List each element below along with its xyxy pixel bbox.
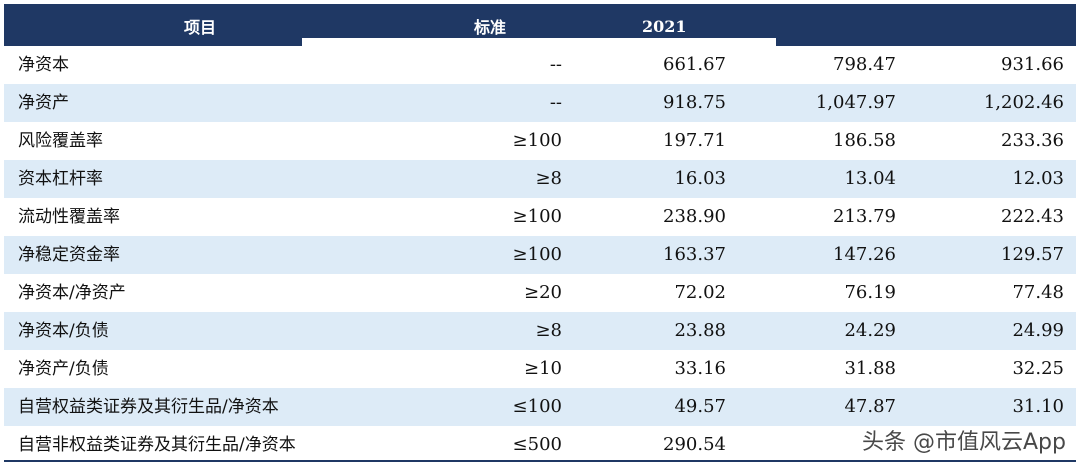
row-standard: ≥100 (512, 206, 562, 227)
row-value-3: 77.48 (1012, 282, 1064, 303)
row-standard: ≥100 (512, 244, 562, 265)
header-notch (302, 38, 776, 46)
row-name: 风险覆盖率 (18, 131, 103, 151)
table-row: 自营权益类证券及其衍生品/净资本 ≤100 49.57 47.87 31.10 (4, 388, 1076, 426)
row-name: 自营非权益类证券及其衍生品/净资本 (18, 435, 296, 455)
row-value-2: 147.26 (833, 244, 896, 265)
row-name: 净稳定资金率 (18, 245, 120, 265)
row-value-2: 798.47 (833, 54, 896, 75)
row-value-3: 931.66 (1001, 54, 1064, 75)
row-value-1: 16.03 (674, 168, 726, 189)
row-value-2: 13.04 (844, 168, 896, 189)
table-row: 资本杠杆率 ≥8 16.03 13.04 12.03 (4, 160, 1076, 198)
row-value-3: 12.03 (1012, 168, 1064, 189)
row-standard: -- (549, 54, 562, 75)
row-value-1: 661.67 (663, 54, 726, 75)
header-item: 项目 (184, 18, 217, 37)
row-value-3: 222.43 (1001, 206, 1064, 227)
row-standard: ≥8 (535, 168, 562, 189)
row-name: 流动性覆盖率 (18, 207, 120, 227)
table-row: 净稳定资金率 ≥100 163.37 147.26 129.57 (4, 236, 1076, 274)
row-standard: -- (549, 92, 562, 113)
row-name: 净资本/负债 (18, 321, 109, 341)
data-table: 净资本 -- 661.67 798.47 931.66 净资产 -- 918.7… (4, 46, 1076, 464)
row-value-1: 197.71 (663, 130, 726, 151)
row-value-1: 290.54 (663, 434, 726, 455)
row-value-2: 1,047.97 (815, 92, 896, 113)
table-bottom-border (4, 460, 1076, 462)
row-standard: ≥8 (535, 320, 562, 341)
row-name: 净资本/净资产 (18, 283, 126, 303)
row-standard: ≥100 (512, 130, 562, 151)
header-standard: 标准 (474, 18, 507, 37)
row-value-3: 31.10 (1012, 396, 1064, 417)
row-name: 净资本 (18, 55, 69, 75)
table-row: 自营非权益类证券及其衍生品/净资本 ≤500 290.54 (4, 426, 1076, 464)
row-value-2: 76.19 (844, 282, 896, 303)
row-value-2: 24.29 (844, 320, 896, 341)
watermark: 头条 @市值风云App (862, 430, 1066, 455)
row-name: 自营权益类证券及其衍生品/净资本 (18, 397, 279, 417)
row-standard: ≥20 (524, 282, 562, 303)
row-value-1: 163.37 (663, 244, 726, 265)
row-value-1: 33.16 (674, 358, 726, 379)
row-standard: ≥10 (524, 358, 562, 379)
row-value-1: 23.88 (674, 320, 726, 341)
table-row: 净资产 -- 918.75 1,047.97 1,202.46 (4, 84, 1076, 122)
row-value-2: 213.79 (833, 206, 896, 227)
row-value-1: 72.02 (674, 282, 726, 303)
table-row: 流动性覆盖率 ≥100 238.90 213.79 222.43 (4, 198, 1076, 236)
row-name: 资本杠杆率 (18, 169, 103, 189)
header-year: 2021 (642, 16, 687, 36)
table-row: 净资本/负债 ≥8 23.88 24.29 24.99 (4, 312, 1076, 350)
row-value-3: 233.36 (1001, 130, 1064, 151)
row-value-2: 47.87 (844, 396, 896, 417)
row-value-3: 32.25 (1012, 358, 1064, 379)
table-row: 净资产/负债 ≥10 33.16 31.88 32.25 (4, 350, 1076, 388)
row-value-2: 31.88 (844, 358, 896, 379)
row-standard: ≤100 (512, 396, 562, 417)
row-value-3: 1,202.46 (983, 92, 1064, 113)
table-row: 净资本/净资产 ≥20 72.02 76.19 77.48 (4, 274, 1076, 312)
row-name: 净资产 (18, 93, 69, 113)
row-standard: ≤500 (512, 434, 562, 455)
row-value-2: 186.58 (833, 130, 896, 151)
row-value-3: 24.99 (1012, 320, 1064, 341)
row-value-1: 49.57 (674, 396, 726, 417)
row-value-1: 918.75 (663, 92, 726, 113)
row-value-1: 238.90 (663, 206, 726, 227)
table-row: 净资本 -- 661.67 798.47 931.66 (4, 46, 1076, 84)
table-row: 风险覆盖率 ≥100 197.71 186.58 233.36 (4, 122, 1076, 160)
row-name: 净资产/负债 (18, 359, 109, 379)
row-value-3: 129.57 (1001, 244, 1064, 265)
